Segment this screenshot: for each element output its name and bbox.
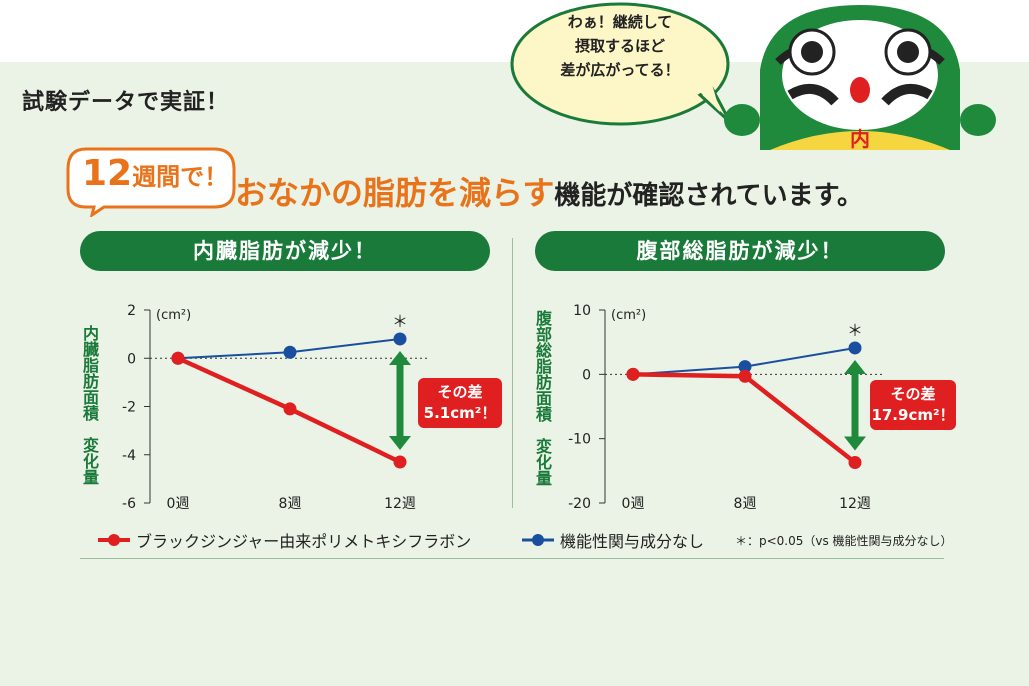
weeks-badge-shape: [66, 147, 236, 217]
chart1-xtick-label: 12週: [384, 496, 416, 512]
legend-red-marker-icon: [98, 534, 130, 546]
chart2-point-red: [738, 369, 752, 383]
chart1-difference-arrow-top: [389, 350, 411, 365]
chart1-ylabel: 内臓脂肪面積 変化量: [80, 325, 99, 495]
chart1-point-blue: [393, 332, 407, 346]
chart2-ytick-label: 10: [573, 303, 591, 319]
chart1-ytick-label: -6: [122, 496, 136, 512]
speech-bubble: [510, 2, 732, 126]
chart2-point-blue: [848, 341, 862, 355]
weeks-suffix: 週間で！: [132, 163, 229, 191]
chart2-difference-arrow-bottom: [844, 436, 866, 451]
chart1-ylabel-sub: 変化量: [80, 437, 99, 485]
weeks-badge-label: 12週間で！: [82, 153, 228, 194]
mascot-area: 内: [510, 2, 996, 150]
chart2-xtick-label: 12週: [839, 496, 871, 512]
speech-bubble-text: わぁ！継続して 摂取するほど 差が広がってる！: [535, 10, 705, 82]
chart2-point-red: [848, 455, 862, 469]
chart1-significance-mark: ＊: [392, 312, 408, 331]
bubble-line-2: 摂取するほど: [574, 37, 665, 55]
chart2-series-line-red: [632, 372, 857, 465]
legend-blue-label: 機能性関与成分なし: [560, 532, 705, 551]
section-title: 試験データで実証！: [22, 90, 230, 115]
chart1-unit-label: (cm²): [156, 308, 191, 323]
divider: [512, 238, 513, 508]
mascot-badge-text: 内: [850, 127, 870, 150]
chart2-point-blue: [738, 360, 752, 374]
chart2-difference-arrow-top: [844, 359, 866, 374]
chart1-difference-arrow-bottom: [389, 435, 411, 450]
chart2-xtick-label: 8週: [734, 496, 757, 512]
bottom-divider: [80, 558, 944, 559]
chart1-point-blue: [283, 345, 297, 359]
legend-blue-marker-icon: [522, 534, 554, 546]
chart1-ytick-label: 0: [127, 351, 136, 367]
chart2-ylabel-sub: 変化量: [533, 438, 552, 486]
chart1-point-red: [393, 455, 407, 469]
significance-note: ＊：p<0.05（vs 機能性関与成分なし）: [735, 534, 953, 548]
chart2: 10 0 -10 -20 (cm²) 0週 8週 12週 ＊: [568, 303, 885, 512]
chart2-diff-line2: 17.9cm²！: [871, 406, 955, 424]
chart2-ytick-label: -20: [568, 496, 591, 512]
bubble-line-1: わぁ！継続して: [567, 13, 673, 31]
chart1-xtick-label: 8週: [279, 496, 302, 512]
daruma-mascot-icon: [724, 5, 996, 150]
chart1-diff-line2: 5.1cm²！: [423, 404, 497, 422]
chart2-title-pill: 腹部総脂肪が減少！: [535, 231, 945, 271]
chart2-ytick-label: -10: [568, 432, 591, 448]
chart1-ytick-label: -4: [122, 448, 136, 464]
chart2-ylabel-main: 腹部総脂肪面積: [533, 310, 552, 422]
chart1: 2 0 -2 -4 -6 (cm²) 0週 8週 12週 ＊: [122, 303, 430, 512]
bubble-line-3: 差が広がってる！: [560, 61, 680, 79]
chart1-point-red: [171, 351, 185, 365]
chart2-xtick-label: 0週: [622, 496, 645, 512]
chart1-point-red: [283, 402, 297, 416]
weeks-number: 12: [82, 153, 133, 194]
chart1-difference-callout: その差 5.1cm²！: [418, 378, 502, 428]
chart1-xtick-label: 0週: [167, 496, 190, 512]
headline-rest: 機能が確認されています。: [554, 181, 863, 211]
headline: おなかの脂肪を減らす機能が確認されています。: [235, 168, 863, 214]
chart2-point-red: [626, 367, 640, 381]
chart2-significance-mark: ＊: [847, 321, 863, 340]
chart1-diff-line1: その差: [437, 383, 483, 401]
legend-red-label: ブラックジンジャー由来ポリメトキシフラボン: [136, 532, 472, 551]
chart2-ytick-label: 0: [582, 367, 591, 383]
chart2-unit-label: (cm²): [611, 308, 646, 323]
tab-slant: [300, 62, 340, 134]
headline-highlight: おなかの脂肪を減らす: [235, 174, 555, 212]
chart2-ylabel: 腹部総脂肪面積 変化量: [533, 310, 552, 500]
chart2-difference-callout: その差 17.9cm²！: [870, 380, 956, 430]
chart1-title-pill: 内臓脂肪が減少！: [80, 231, 490, 271]
chart1-ylabel-main: 内臓脂肪面積: [80, 325, 99, 421]
chart2-diff-line1: その差: [890, 385, 936, 403]
chart1-ytick-label: 2: [127, 303, 136, 319]
chart1-ytick-label: -2: [122, 400, 136, 416]
